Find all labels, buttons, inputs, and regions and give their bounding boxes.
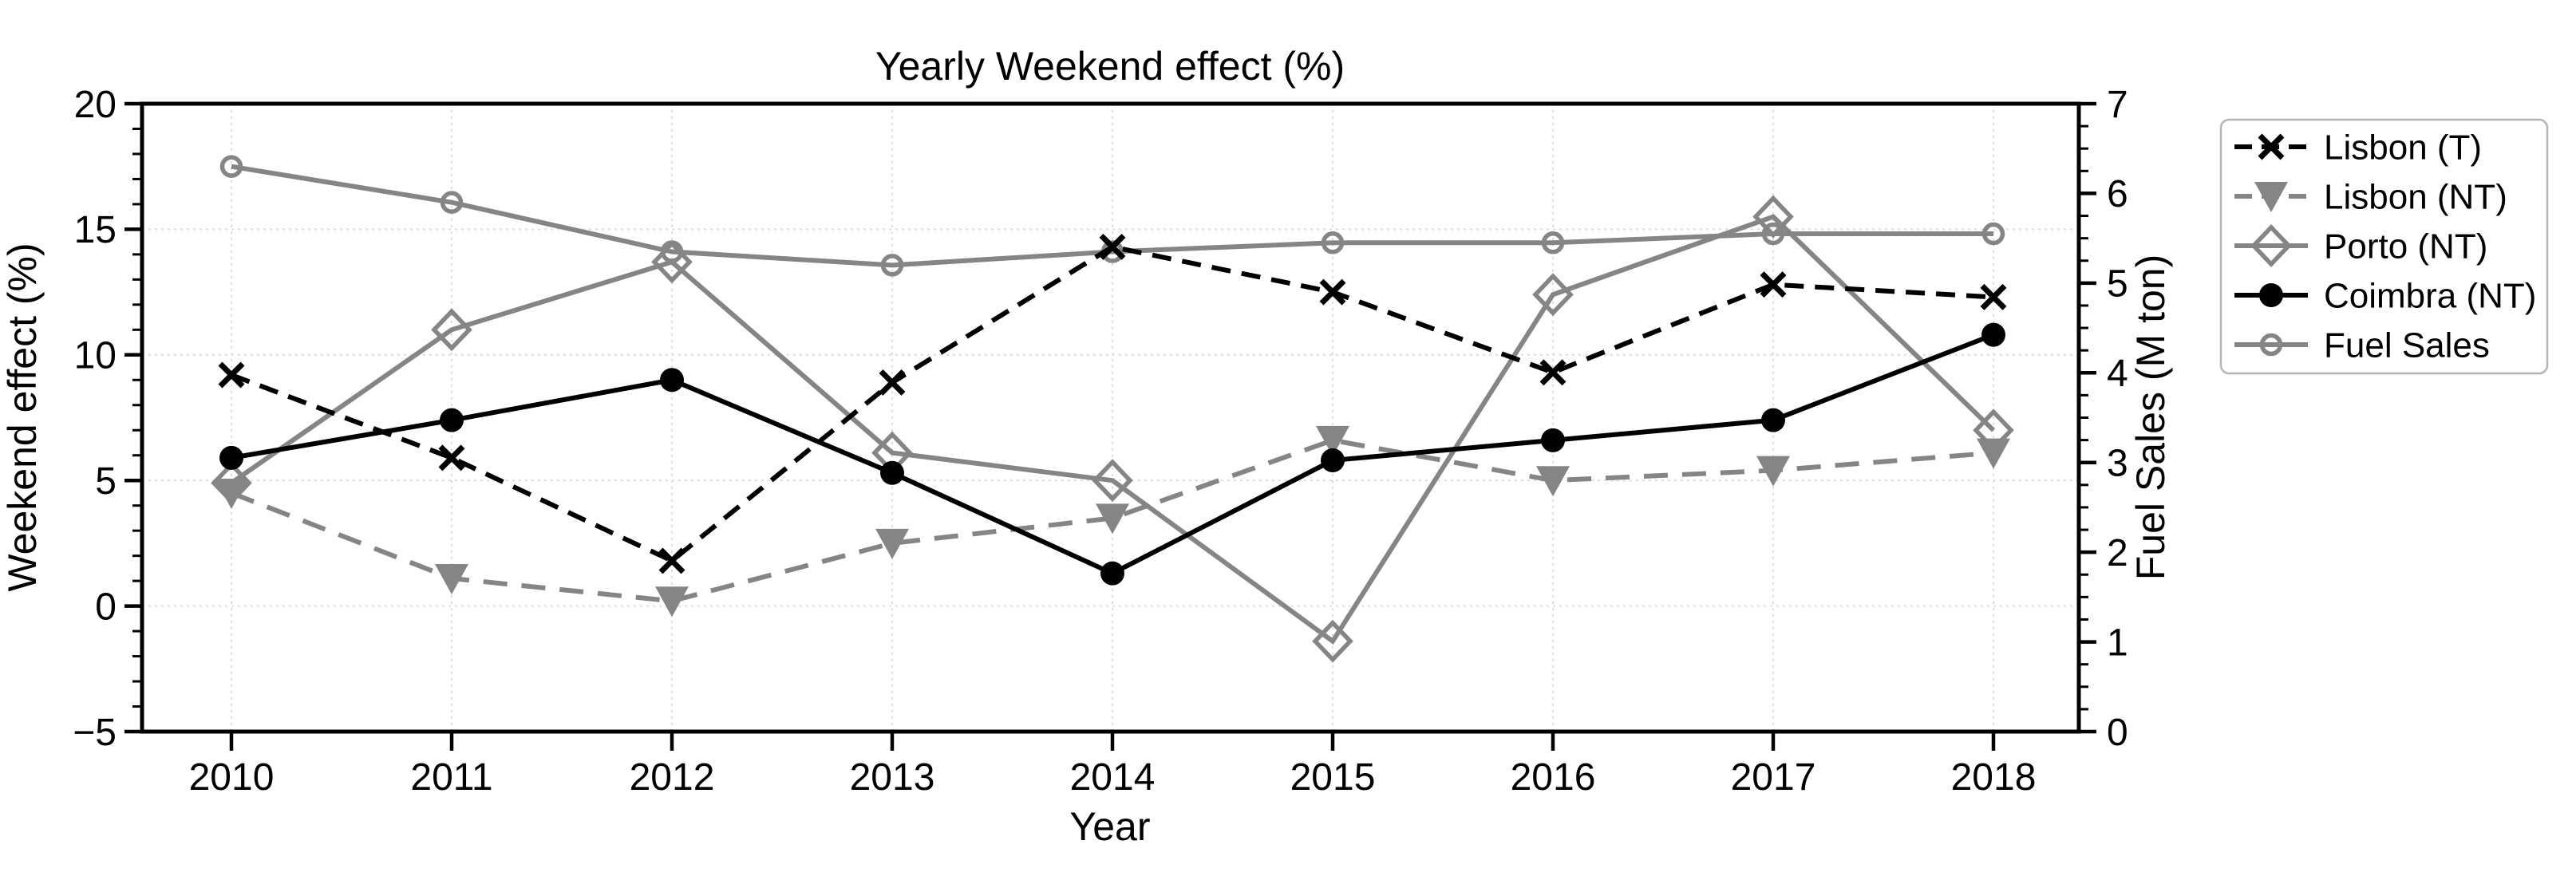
tick-label-y-right: 3 <box>2107 443 2128 485</box>
marker-triangle-down <box>215 478 248 509</box>
series-coimbra-nt <box>219 322 2005 586</box>
marker-circle-filled <box>880 460 904 485</box>
marker-circle-filled <box>1541 428 1565 452</box>
axes <box>124 101 2096 751</box>
marker-diamond-open <box>1312 619 1353 663</box>
marker-x <box>2258 133 2285 160</box>
marker-x <box>1319 278 1346 306</box>
marker-circle-filled <box>660 368 684 393</box>
legend-box <box>2219 118 2549 375</box>
tick-label-y-left: 0 <box>95 586 117 628</box>
marker-triangle-down <box>875 528 909 559</box>
legend-item-lisbon-t: Lisbon (T) <box>2234 128 2482 167</box>
legend-label: Coimbra (NT) <box>2324 276 2536 315</box>
tick-label-x: 2012 <box>630 756 715 799</box>
tick-label-y-left: 5 <box>95 460 117 503</box>
series-line-fuel-sales <box>231 164 1993 268</box>
marker-diamond-open <box>1752 195 1794 239</box>
marker-circle-open <box>1541 231 1565 255</box>
marker-x <box>1539 359 1567 386</box>
marker-circle-open <box>1761 222 1785 246</box>
marker-x <box>658 547 685 574</box>
marker-circle-open <box>880 254 904 277</box>
marker-diamond-open <box>651 240 693 284</box>
y-axis-label-right: Fuel Sales (M ton) <box>2128 255 2173 580</box>
marker-diamond-open <box>1532 273 1574 317</box>
marker-x <box>218 361 245 389</box>
marker-triangle-down <box>1756 456 1790 487</box>
tick-label-x: 2011 <box>410 756 492 799</box>
series-layer <box>211 155 2014 663</box>
tick-labels: −5 0 5 10 15 20 0 1 2 3 4 5 6 7 2010 2011 2012 2013 2014 20… <box>73 84 2128 799</box>
marker-circle-filled <box>1321 448 1345 473</box>
y-axis-label-left: Weekend effect (%) <box>0 243 45 591</box>
series-line-porto-nt <box>230 214 1996 645</box>
legend-item-porto-nt: Porto (NT) <box>2234 224 2487 267</box>
legend-label: Fuel Sales <box>2324 326 2490 365</box>
tick-label-x: 2010 <box>189 756 275 799</box>
tick-label-x: 2014 <box>1070 756 1156 799</box>
marker-triangle-down <box>2254 182 2288 212</box>
marker-circle-open <box>1321 231 1345 255</box>
marker-circle-filled <box>1100 561 1124 586</box>
legend-item-coimbra-nt: Coimbra (NT) <box>2234 276 2536 315</box>
marker-circle-open <box>2259 333 2283 357</box>
series-line-coimbra-nt <box>231 332 1995 577</box>
marker-diamond-open <box>431 308 472 352</box>
marker-x <box>1099 233 1126 260</box>
legend-item-lisbon-nt: Lisbon (NT) <box>2234 177 2507 216</box>
marker-x <box>1980 283 2007 310</box>
marker-diamond-open <box>2250 224 2292 267</box>
tick-label-y-right: 0 <box>2107 712 2128 754</box>
marker-diamond-open <box>1092 459 1133 503</box>
legend-label: Lisbon (T) <box>2324 128 2482 167</box>
legend-label: Lisbon (NT) <box>2324 177 2507 216</box>
series-lisbon-t <box>218 233 2007 574</box>
marker-triangle-down <box>435 563 468 594</box>
legend: Lisbon (T) Lisbon (NT) Porto (NT) Coimbra (… <box>2219 118 2549 375</box>
marker-circle-open <box>440 191 464 214</box>
marker-circle-filled <box>440 408 464 432</box>
tick-label-y-left: 15 <box>74 209 117 251</box>
marker-x <box>438 444 465 472</box>
tick-label-y-right: 2 <box>2107 532 2128 574</box>
tick-label-x: 2016 <box>1511 756 1596 799</box>
tick-label-y-right: 1 <box>2107 621 2128 664</box>
x-axis-label: Year <box>1069 804 1150 849</box>
marker-circle-filled <box>1981 322 2005 347</box>
series-lisbon-nt <box>215 425 2010 618</box>
tick-label-y-left: 10 <box>74 335 117 377</box>
tick-label-x: 2015 <box>1290 756 1376 799</box>
marker-circle-filled <box>1761 408 1785 432</box>
legend-label: Porto (NT) <box>2324 227 2487 266</box>
tick-label-y-right: 7 <box>2107 84 2128 126</box>
tick-label-y-left: 20 <box>74 84 117 126</box>
marker-triangle-down <box>1536 466 1570 497</box>
series-porto-nt <box>211 195 2014 663</box>
tick-label-x: 2017 <box>1731 756 1816 799</box>
marker-triangle-down <box>1977 438 2010 469</box>
marker-circle-filled <box>219 445 243 470</box>
tick-label-x: 2013 <box>850 756 935 799</box>
marker-triangle-down <box>1316 425 1349 456</box>
marker-circle-open <box>219 155 243 178</box>
tick-label-y-left: −5 <box>73 712 117 754</box>
tick-label-y-right: 6 <box>2107 173 2128 215</box>
tick-label-x: 2018 <box>1951 756 2037 799</box>
series-line-lisbon-nt <box>230 437 1994 604</box>
series-fuel-sales <box>219 155 2005 277</box>
marker-triangle-down <box>655 586 689 618</box>
marker-x <box>1760 271 1787 298</box>
chart-title: Yearly Weekend effect (%) <box>875 44 1345 89</box>
marker-circle-filled <box>2259 283 2283 307</box>
marker-triangle-down <box>1096 503 1129 535</box>
tick-label-y-right: 5 <box>2107 263 2128 306</box>
tick-label-y-right: 4 <box>2107 353 2128 395</box>
series-line-lisbon-t <box>230 244 1994 564</box>
marker-x <box>879 369 906 396</box>
marker-circle-open <box>1981 222 2005 246</box>
legend-item-fuel-sales: Fuel Sales <box>2234 326 2490 365</box>
